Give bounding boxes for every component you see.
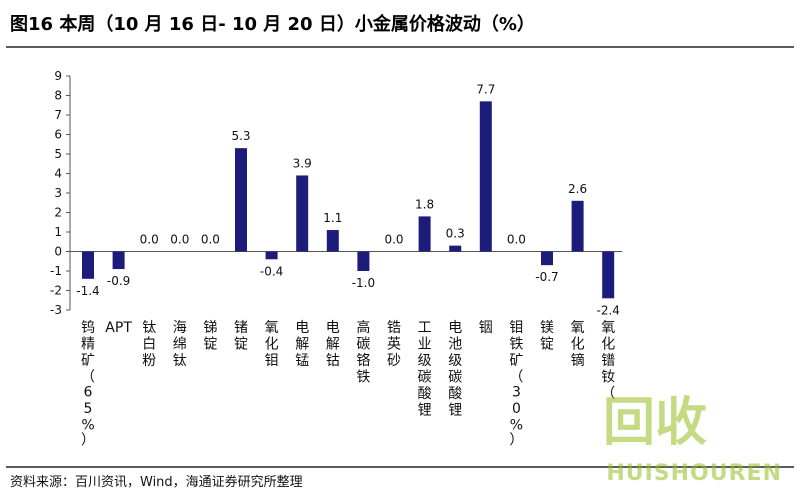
data-label: 0.0	[170, 233, 189, 247]
data-label: 1.8	[415, 197, 434, 211]
y-tick-label: 6	[54, 128, 62, 142]
top-rule	[6, 46, 794, 48]
category-label: 高碳铬铁	[356, 319, 370, 386]
data-label: -0.4	[260, 264, 283, 278]
category-label: 镁锭	[540, 320, 554, 353]
y-tick-label: 4	[54, 167, 62, 181]
data-label: -0.9	[107, 274, 130, 288]
bar	[357, 251, 370, 271]
category-label: 铟	[479, 320, 493, 336]
bar	[265, 251, 278, 260]
y-axis: -3 -2 -1 0 1 2 3 4 5 6 7 8 9	[50, 69, 623, 317]
category-label: APT	[105, 320, 132, 336]
chart-title: 图16 本周（10 月 16 日- 10 月 20 日）小金属价格波动（%）	[10, 14, 535, 35]
data-label: 1.1	[323, 211, 342, 225]
category-label: 钼铁矿（ 3 0%）	[509, 320, 523, 449]
y-tick-label: 5	[54, 147, 62, 161]
data-label: -1.4	[76, 284, 99, 298]
bar	[541, 251, 553, 266]
category-label: 氧化镨钕（	[601, 320, 615, 402]
y-tick-label: -2	[50, 284, 62, 298]
data-label: 3.9	[293, 156, 312, 170]
bars	[82, 101, 615, 299]
bar	[82, 251, 94, 279]
y-tick-label: 8	[54, 89, 62, 103]
data-label: 0.0	[384, 233, 403, 247]
y-tick-label: -3	[50, 303, 62, 317]
y-tick-label: 2	[54, 206, 62, 220]
data-label: -2.4	[596, 303, 619, 317]
category-label: 锑锭	[203, 320, 217, 353]
category-label: 锆英砂	[387, 320, 401, 369]
bar	[296, 175, 309, 252]
category-label: 氧化镝	[571, 320, 585, 369]
y-tick-label: 7	[54, 108, 62, 122]
category-label: 钛白粉	[142, 320, 156, 369]
data-label: 0.0	[201, 233, 220, 247]
bar	[479, 101, 492, 252]
bar-chart: -3 -2 -1 0 1 2 3 4 5 6 7 8 9 -1.4 -0.9 0.0 0.0 0.0 5.3 -0.…	[50, 69, 623, 449]
bar	[602, 251, 615, 299]
y-tick-label: 0	[54, 245, 62, 259]
data-label: 7.7	[476, 82, 495, 96]
category-label: 电解钴	[326, 320, 340, 369]
data-labels: -1.4 -0.9 0.0 0.0 0.0 5.3 -0.4 3.9 1.1 -1.0 0.0 1.8…	[76, 82, 620, 317]
bar	[571, 200, 584, 252]
data-label: -1.0	[352, 276, 375, 290]
y-tick-label: 3	[54, 186, 62, 200]
bar	[449, 245, 462, 252]
bar	[235, 148, 247, 252]
category-label: 电解锰	[295, 320, 309, 369]
category-label: 海绵钛	[173, 320, 187, 369]
data-label: 2.6	[568, 182, 587, 196]
source-note: 资料来源：百川资讯，Wind，海通证券研究所整理	[10, 475, 303, 490]
category-label: 钨精矿（ 6 5%）	[81, 320, 95, 449]
data-label: -0.7	[535, 270, 558, 284]
bottom-rule	[6, 466, 794, 468]
data-label: 0.3	[446, 227, 465, 241]
data-label: 5.3	[231, 129, 250, 143]
category-label: 氧化钼	[265, 320, 279, 369]
bar	[112, 251, 125, 270]
category-label: 工业级碳酸锂	[418, 320, 432, 419]
category-label: 锗锭	[234, 320, 248, 353]
y-tick-label: 1	[54, 225, 62, 239]
bar	[418, 216, 431, 252]
data-label: 0.0	[140, 233, 159, 247]
y-tick-label: 9	[54, 69, 62, 83]
category-label: 电池级碳酸锂	[448, 320, 462, 419]
bar	[326, 230, 339, 252]
y-tick-label: -1	[50, 264, 62, 278]
data-label: 0.0	[507, 233, 526, 247]
